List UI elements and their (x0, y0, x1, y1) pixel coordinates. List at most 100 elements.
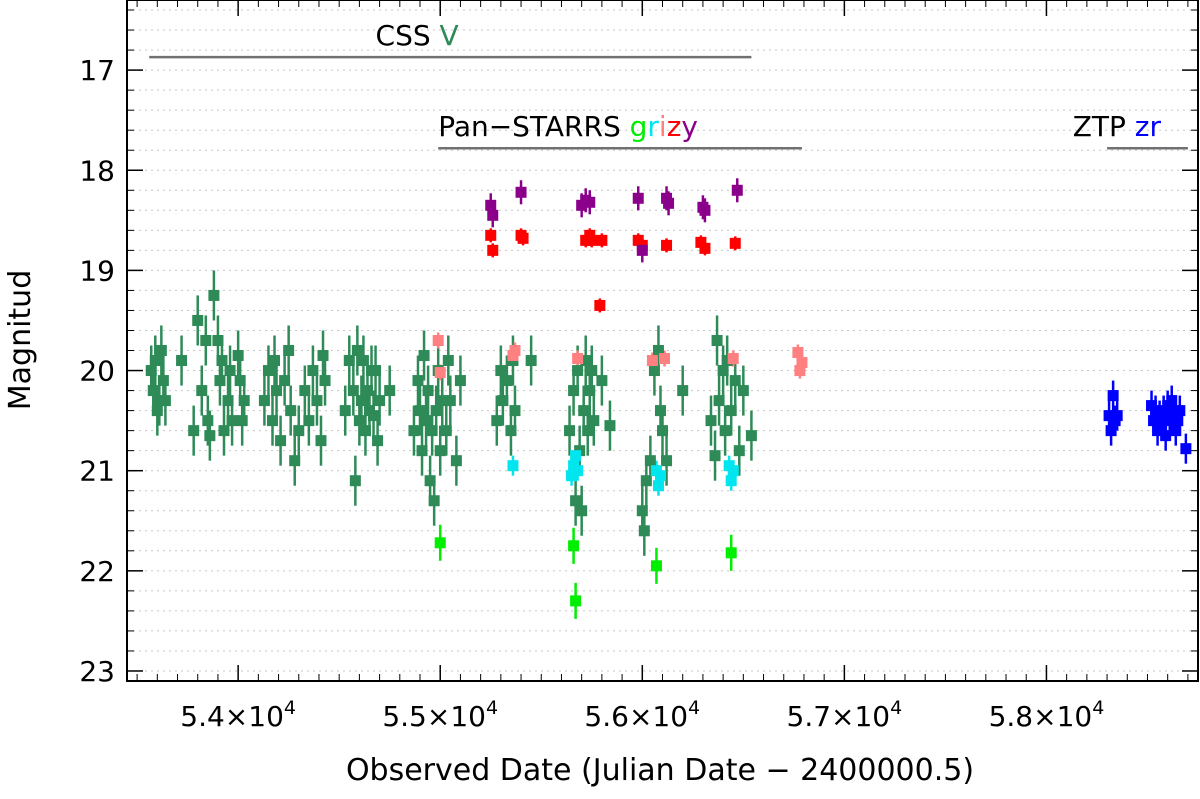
x-axis-label: Observed Date (Julian Date − 2400000.5) (346, 753, 974, 788)
data-point-V (155, 345, 167, 357)
data-point-V (192, 314, 204, 326)
data-point-V (737, 385, 749, 397)
data-point-V (582, 425, 594, 437)
data-point-y (584, 196, 596, 208)
y-tick-labels: 17 18 19 20 21 22 23 (79, 54, 115, 688)
data-point-V (355, 395, 367, 407)
y-tick-label: 23 (79, 655, 115, 688)
data-point-ZTF (1170, 425, 1182, 437)
data-point-V (275, 435, 287, 447)
data-point-V (721, 355, 733, 367)
data-point-V (424, 475, 436, 487)
data-point-g (568, 540, 580, 552)
data-point-V (339, 405, 351, 417)
data-point-V (289, 455, 301, 467)
data-point-ZTF (1148, 415, 1160, 427)
data-point-V (149, 355, 161, 367)
data-point-g (725, 547, 737, 559)
data-point-V (258, 395, 270, 407)
data-point-V (315, 435, 327, 447)
x-tick-label: 5.6×104 (584, 697, 700, 733)
survey-label: ZTP zr (1073, 110, 1162, 143)
data-point-V (147, 385, 159, 397)
data-point-V (283, 345, 295, 357)
grid-lines (127, 9, 1198, 672)
data-point-V (224, 365, 236, 377)
data-point-y (699, 204, 711, 216)
x-tick-label: 5.7×104 (787, 697, 903, 733)
data-point-ZTF (1156, 420, 1168, 432)
data-point-V (568, 385, 580, 397)
data-point-V (370, 365, 382, 377)
data-point-V (495, 365, 507, 377)
data-point-V (372, 435, 384, 447)
data-point-g (570, 595, 582, 607)
data-point-V (709, 450, 721, 462)
data-point-V (204, 430, 216, 442)
data-point-i (434, 367, 446, 379)
data-point-V (347, 385, 359, 397)
data-point-V (588, 415, 600, 427)
data-point-V (238, 395, 250, 407)
data-point-V (652, 345, 664, 357)
data-point-ZTF (1172, 415, 1184, 427)
data-point-r (654, 470, 666, 482)
data-point-V (218, 425, 230, 437)
data-point-V (564, 425, 576, 437)
data-point-V (426, 425, 438, 437)
data-point-z (596, 234, 608, 246)
data-point-V (317, 350, 329, 362)
data-point-V (368, 410, 380, 422)
data-point-y (636, 244, 648, 256)
y-axis-label: Magnitud (3, 270, 38, 410)
minor-ticks (127, 0, 1198, 681)
data-point-ZTF (1160, 430, 1172, 442)
data-point-V (159, 395, 171, 407)
data-point-V (719, 425, 731, 437)
data-point-y (515, 186, 527, 198)
data-point-V (196, 385, 208, 397)
data-point-V (151, 405, 163, 417)
data-point-ZTF (1174, 405, 1186, 417)
survey-label: CSS V (376, 19, 459, 52)
data-point-V (351, 345, 363, 357)
data-point-V (580, 355, 592, 367)
data-point-V (303, 415, 315, 427)
data-point-V (505, 425, 517, 437)
data-point-V (374, 395, 386, 407)
data-point-V (420, 415, 432, 427)
plot-frame (126, 0, 1199, 682)
data-point-V (408, 425, 420, 437)
data-point-V (450, 455, 462, 467)
data-point-i (792, 347, 804, 359)
data-point-V (604, 420, 616, 432)
data-point-i (727, 353, 739, 365)
x-tick-label: 5.5×104 (382, 697, 498, 733)
data-point-y (487, 209, 499, 221)
data-point-i (796, 357, 808, 369)
data-point-z (661, 239, 673, 251)
data-point-V (200, 335, 212, 346)
data-point-V (430, 405, 442, 417)
y-tick-label: 22 (79, 555, 115, 588)
y-tick-label: 19 (79, 254, 115, 287)
data-point-V (188, 425, 200, 437)
data-point-V (509, 405, 521, 417)
data-point-V (677, 385, 689, 397)
data-point-V (745, 430, 757, 442)
data-point-y (485, 199, 497, 211)
data-point-V (733, 445, 745, 457)
data-point-V (422, 385, 434, 397)
data-point-i (659, 353, 671, 365)
data-point-V (214, 375, 226, 387)
data-point-z (517, 232, 529, 244)
data-point-V (234, 375, 246, 387)
data-point-V (269, 355, 281, 367)
data-point-V (176, 355, 188, 367)
data-point-V (202, 415, 214, 427)
data-point-V (307, 365, 319, 377)
data-point-ZTF (1105, 425, 1117, 437)
data-point-r (727, 465, 739, 477)
data-point-V (349, 475, 361, 487)
